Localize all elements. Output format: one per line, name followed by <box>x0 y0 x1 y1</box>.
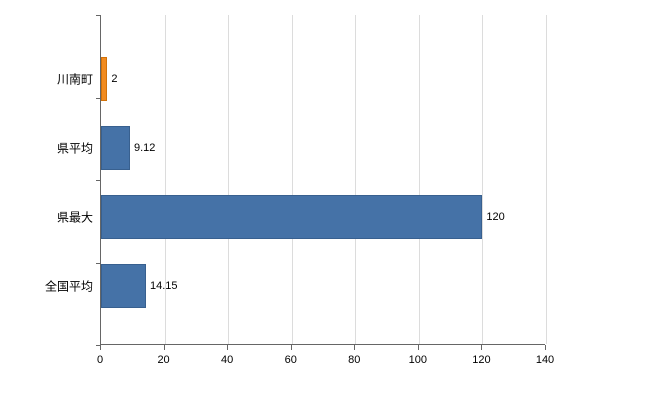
category-label: 全国平均 <box>44 279 93 293</box>
x-axis-tick <box>417 345 419 350</box>
y-axis-tick <box>96 262 100 264</box>
x-axis-tick-label: 20 <box>157 354 170 366</box>
plot-area: 2 9.12 120 14.15 <box>100 15 547 345</box>
category-label: 県最大 <box>56 210 93 224</box>
x-axis-tick-label: 120 <box>472 354 491 366</box>
y-axis-tick <box>96 180 100 181</box>
x-axis-tick <box>481 345 483 350</box>
x-axis-tick-label: 0 <box>96 354 104 366</box>
gridline <box>482 15 484 344</box>
x-axis-tick <box>545 345 546 350</box>
x-axis-tick-label: 60 <box>284 354 297 366</box>
x-axis-tick <box>227 345 229 350</box>
gridline <box>228 15 230 344</box>
gridline <box>291 15 293 344</box>
bar-2 <box>101 125 130 170</box>
gridline <box>164 15 166 344</box>
x-axis-tick <box>163 345 165 350</box>
x-axis-tick-label: 80 <box>348 354 361 366</box>
bar-3 <box>101 194 483 239</box>
x-axis-tick-label: 40 <box>221 354 234 366</box>
gridline <box>355 15 357 344</box>
gridline <box>546 15 547 344</box>
x-axis-tick-label: 100 <box>408 354 428 366</box>
bar-value-label: 14.15 <box>149 279 178 292</box>
x-axis-tick <box>290 345 292 350</box>
bar-value-label: 120 <box>486 210 505 223</box>
x-axis-tick <box>354 345 356 350</box>
category-label: 川南町 <box>56 72 93 86</box>
y-axis-tick <box>96 15 100 16</box>
category-label: 県平均 <box>56 141 93 155</box>
x-axis-tick-label: 140 <box>535 354 555 366</box>
bar-1 <box>101 56 108 101</box>
x-axis-tick <box>100 345 101 350</box>
y-axis-tick <box>96 97 100 99</box>
y-axis-tick <box>96 345 100 346</box>
gridline <box>418 15 420 344</box>
value-axis-labels: 0 20 40 60 80 100 120 140 <box>96 345 554 380</box>
bar-value-label: 2 <box>111 72 118 85</box>
bar-value-label: 9.12 <box>133 141 156 154</box>
bar-4 <box>101 263 146 308</box>
category-axis-labels: 川南町県平均県最大全国平均 <box>0 15 97 345</box>
